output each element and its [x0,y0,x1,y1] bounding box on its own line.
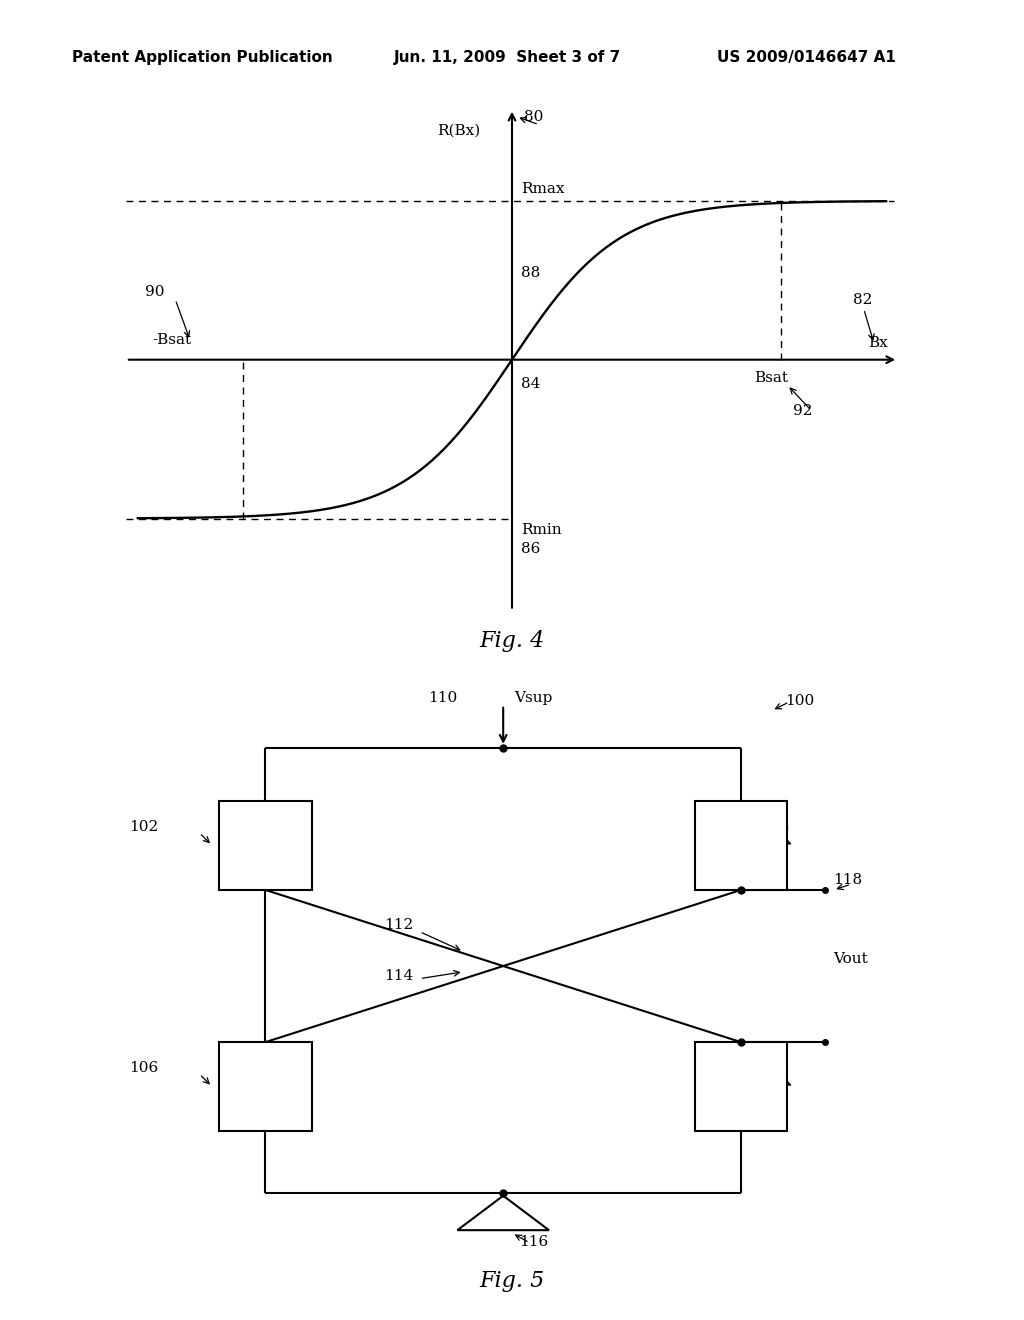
Text: 116: 116 [519,1236,548,1249]
Text: Fig. 4: Fig. 4 [479,630,545,652]
Text: Fig. 5: Fig. 5 [479,1270,545,1292]
Text: Jun. 11, 2009  Sheet 3 of 7: Jun. 11, 2009 Sheet 3 of 7 [394,50,622,65]
Text: Rmin: Rmin [521,524,561,537]
Text: 118: 118 [834,874,862,887]
Text: 86: 86 [521,543,541,557]
Text: US 2009/0146647 A1: US 2009/0146647 A1 [717,50,896,65]
Text: 80: 80 [524,111,544,124]
Text: 100: 100 [785,694,814,708]
Text: Vout: Vout [834,952,868,966]
Text: Rmax: Rmax [521,182,564,195]
Text: 82: 82 [853,293,872,308]
Text: 104: 104 [761,820,790,834]
Text: 106: 106 [129,1061,158,1076]
Text: 102: 102 [129,820,158,834]
Text: 88: 88 [521,267,541,280]
Text: 108: 108 [761,1061,790,1076]
Text: Bx: Bx [868,337,888,350]
Text: R(Bx): R(Bx) [437,123,480,137]
Bar [219,801,311,890]
Text: Vsup: Vsup [514,690,552,705]
Text: Patent Application Publication: Patent Application Publication [72,50,333,65]
Bar [694,1041,787,1131]
Text: 114: 114 [384,969,414,983]
Text: 90: 90 [145,285,165,300]
Bar [219,1041,311,1131]
Text: -Bsat: -Bsat [153,333,191,347]
Text: Bsat: Bsat [755,371,788,385]
Bar [694,801,787,890]
Text: 92: 92 [794,404,813,418]
Text: 112: 112 [384,917,414,932]
Text: 84: 84 [521,378,541,391]
Text: 110: 110 [428,690,458,705]
